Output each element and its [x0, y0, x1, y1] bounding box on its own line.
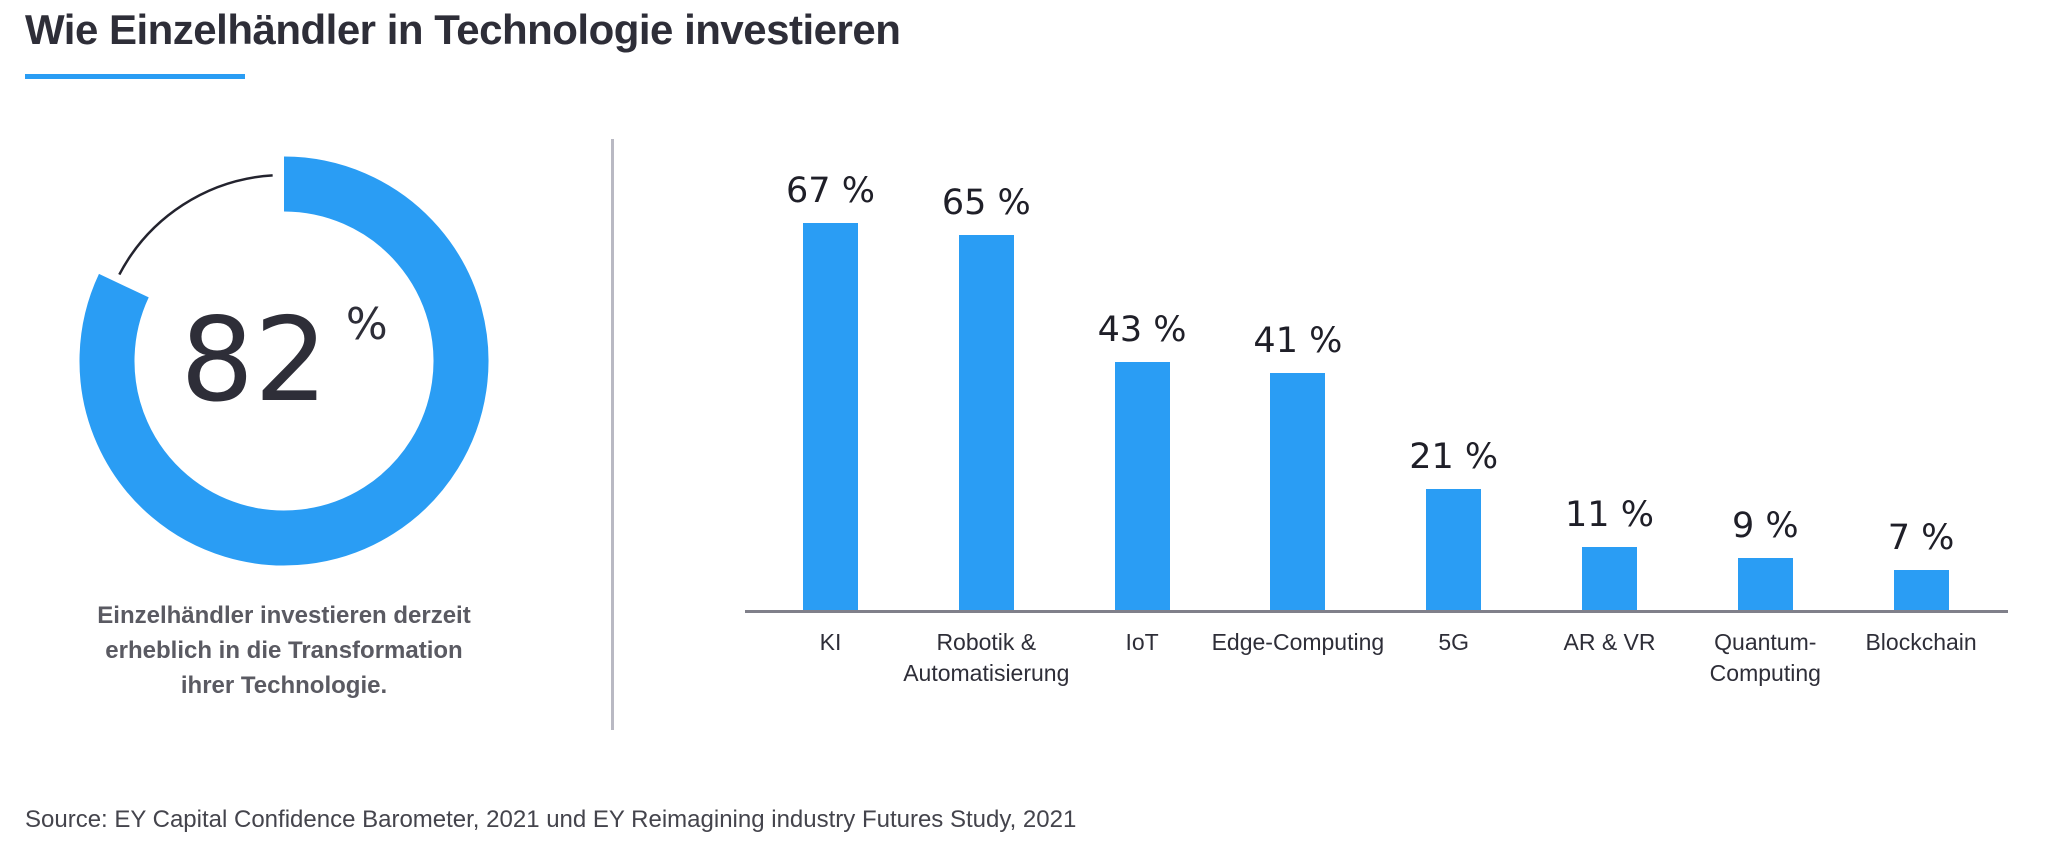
bar-Quantum-Computing	[1737, 558, 1793, 610]
bar-AR & VR	[1582, 547, 1637, 610]
donut-gauge-chart: 82 %	[54, 131, 514, 591]
bar-category-label: Quantum- Computing	[1709, 629, 1821, 686]
bar-5G	[1426, 489, 1482, 610]
x-axis-line	[745, 610, 2008, 613]
title-underline-accent	[25, 74, 245, 79]
donut-value-arc	[79, 156, 489, 566]
bar-Blockchain	[1893, 570, 1949, 610]
bar-Edge-Computing	[1270, 373, 1326, 610]
bar-category-label: Blockchain	[1865, 629, 1977, 655]
donut-caption: Einzelhändler investieren derzeit erhebl…	[97, 602, 471, 699]
bar-value-label: 11 %	[1565, 495, 1654, 535]
bar-category-label: AR & VR	[1563, 629, 1656, 655]
bar-value-label: 65 %	[941, 183, 1031, 223]
bar-value-label: 7 %	[1887, 518, 1955, 558]
bar-category-label: IoT	[1125, 629, 1159, 655]
bar-category-label: 5G	[1438, 629, 1470, 655]
bar-value-label: 9 %	[1731, 506, 1799, 546]
bar-value-label: 21 %	[1409, 437, 1499, 477]
donut-gauge-arcs	[79, 156, 489, 566]
bar-category-label: KI	[819, 629, 842, 655]
bar-value-label: 43 %	[1097, 310, 1187, 350]
donut-value-unit: %	[345, 299, 388, 350]
bar-KI	[803, 223, 858, 610]
bar-chart: 67 % KI 65 % Robotik & Automatisierung 43 % I…	[745, 130, 2008, 730]
donut-value-number: 82	[180, 293, 328, 428]
donut-center-value: 82 %	[54, 131, 514, 591]
bar-Robotik & Automatisierung	[958, 235, 1014, 610]
vertical-divider	[611, 139, 614, 730]
bar-category-label: Robotik & Automatisierung	[903, 629, 1070, 686]
bar-value-label: 41 %	[1253, 321, 1343, 361]
bar-category-label: Edge-Computing	[1211, 629, 1385, 655]
bar-value-label: 67 %	[786, 171, 875, 211]
bar-IoT	[1114, 362, 1170, 610]
page-title: Wie Einzelhändler in Technologie investi…	[25, 6, 901, 53]
source-note: Source: EY Capital Confidence Barometer,…	[25, 806, 1077, 833]
donut-remainder-arc	[118, 174, 273, 276]
